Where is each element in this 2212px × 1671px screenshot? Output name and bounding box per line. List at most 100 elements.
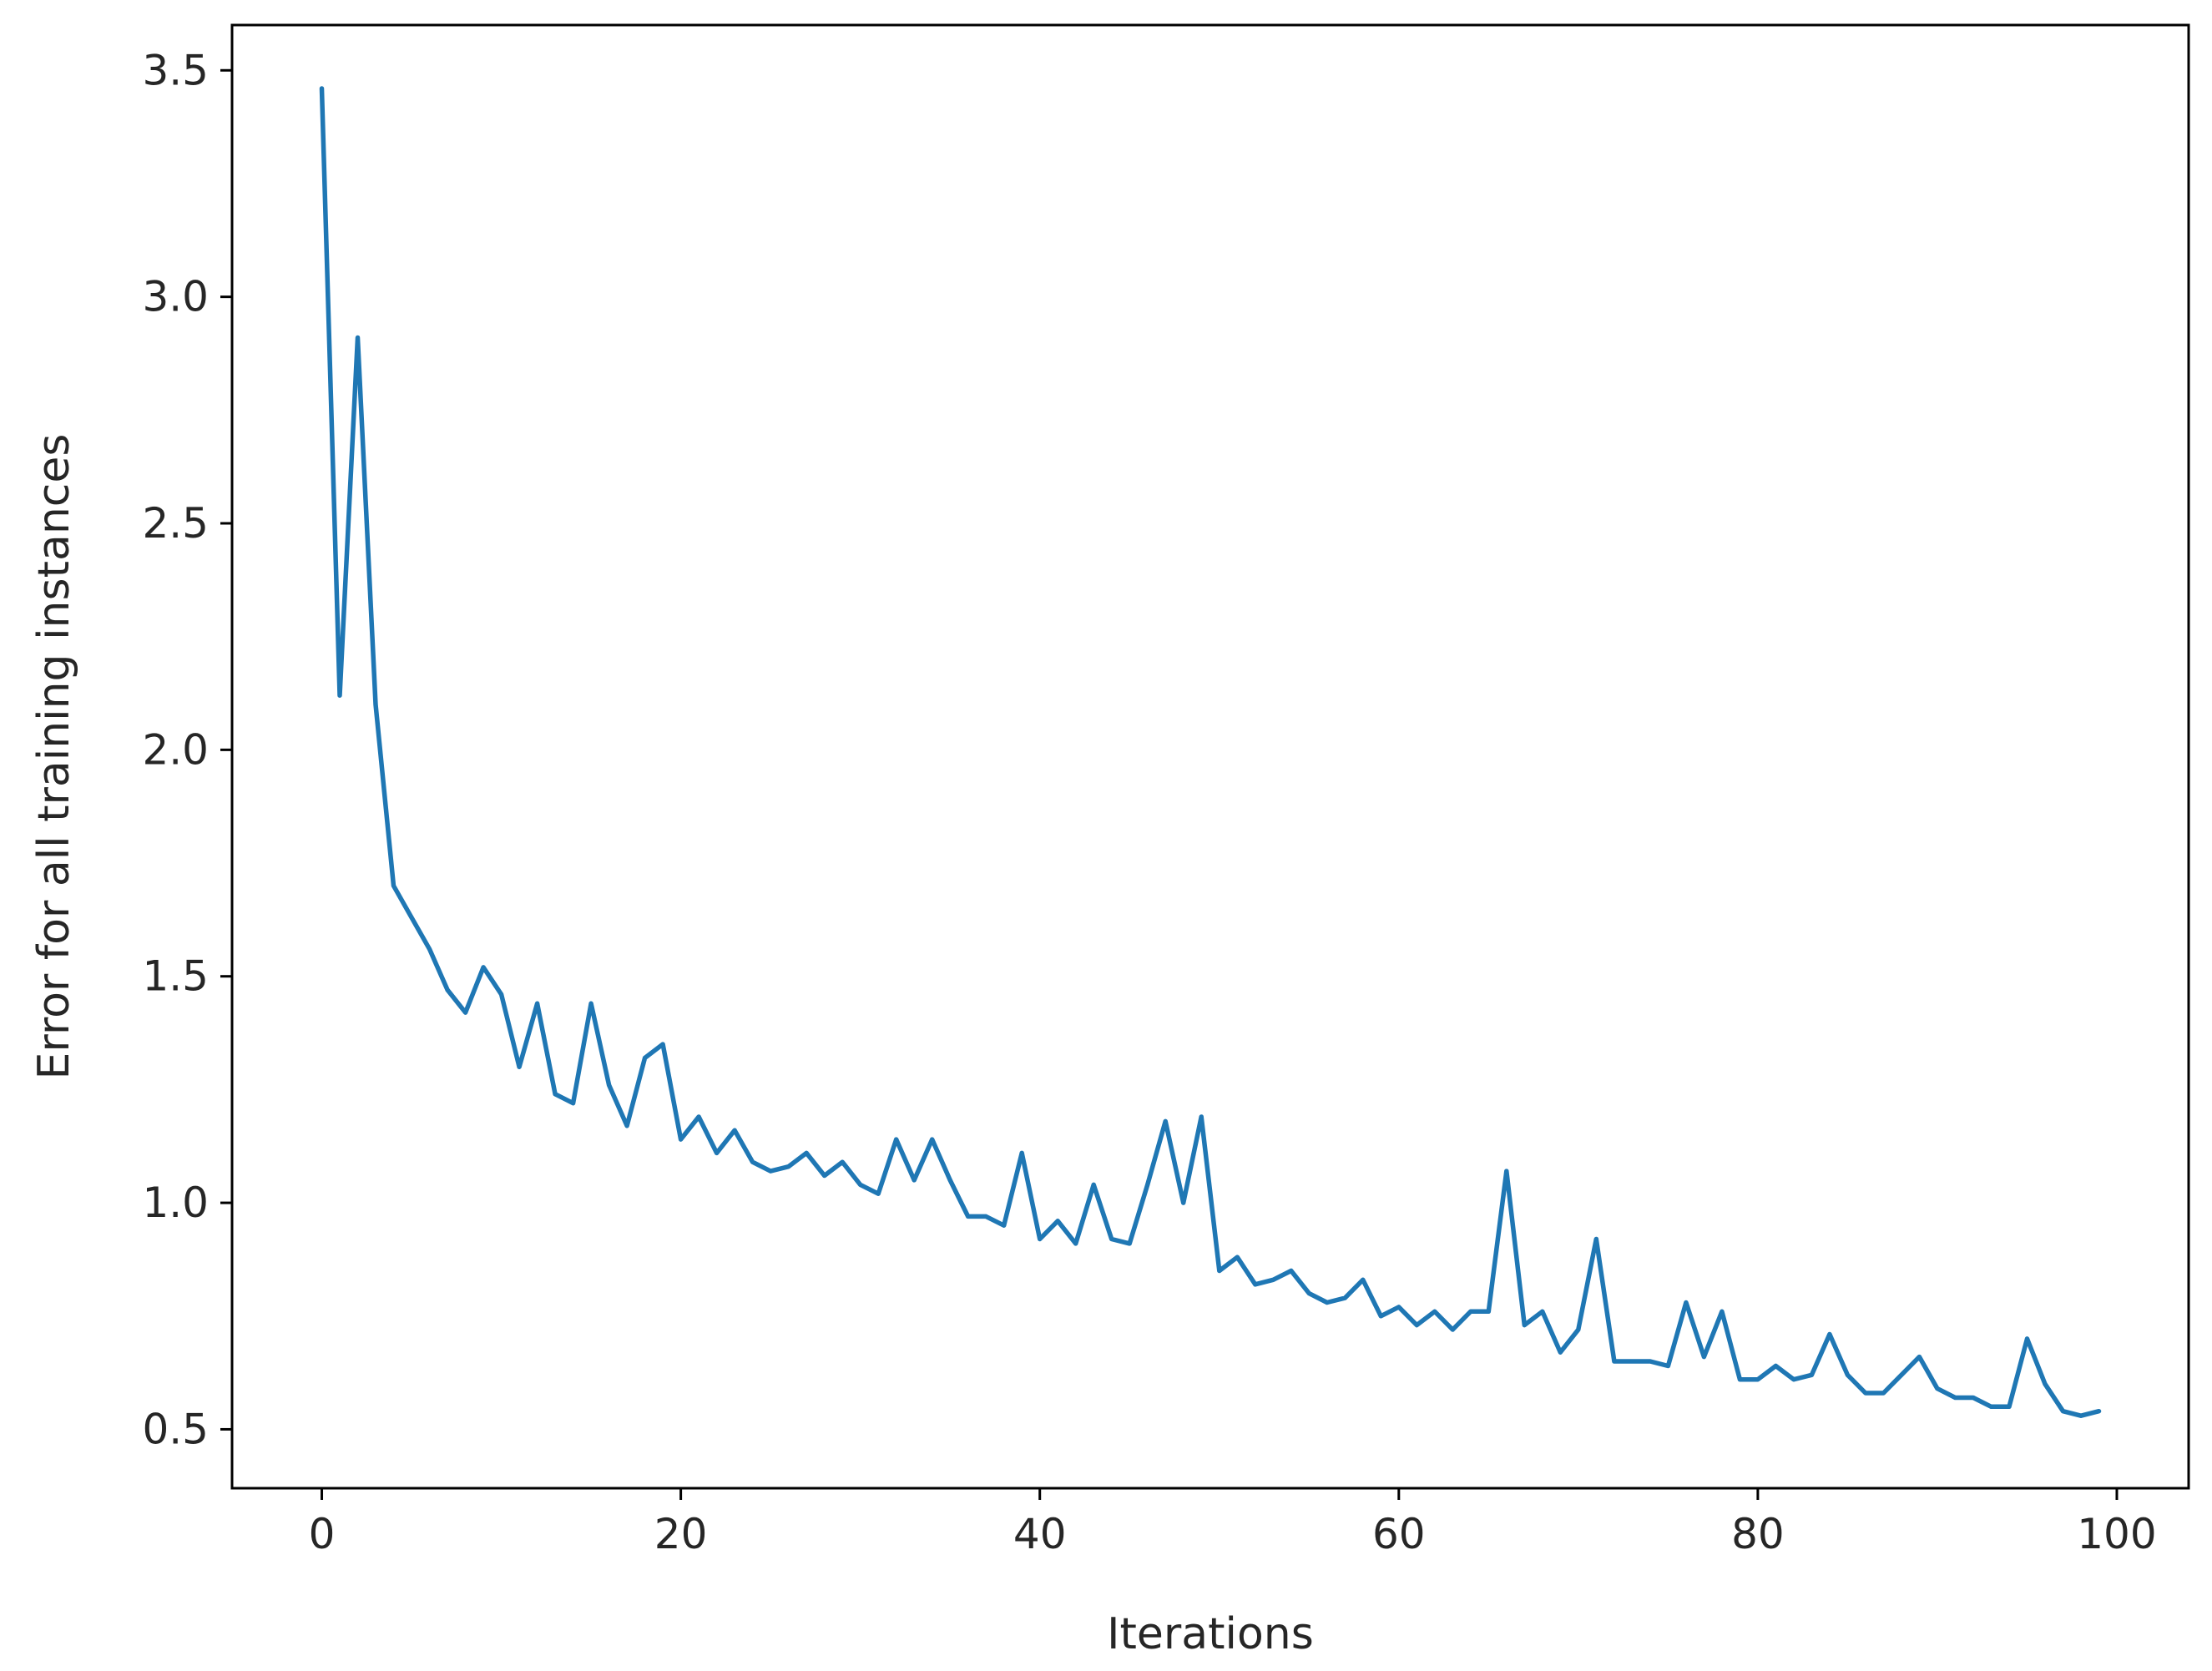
data-point bbox=[1432, 1309, 1437, 1314]
data-point bbox=[1109, 1237, 1114, 1242]
y-axis-ticks: 0.5 1.0 1.5 2.0 2.5 3.0 3.5 bbox=[142, 46, 232, 1453]
data-point bbox=[445, 987, 450, 992]
data-point bbox=[1002, 1223, 1007, 1228]
data-point bbox=[2096, 1409, 2101, 1414]
data-point bbox=[1791, 1377, 1796, 1382]
data-point bbox=[1073, 1241, 1078, 1246]
data-point bbox=[947, 1178, 952, 1183]
data-point bbox=[2024, 1336, 2029, 1341]
x-tick-label: 40 bbox=[1013, 1510, 1067, 1558]
data-point bbox=[373, 702, 378, 707]
y-tick-label: 2.0 bbox=[142, 725, 209, 774]
data-point bbox=[1486, 1309, 1491, 1314]
data-point bbox=[840, 1159, 845, 1164]
data-point bbox=[1899, 1372, 1904, 1377]
data-point bbox=[1881, 1391, 1886, 1396]
x-axis-ticks: 0 20 40 60 80 100 bbox=[309, 1488, 2157, 1558]
data-points bbox=[320, 86, 2101, 1418]
data-point bbox=[1935, 1386, 1940, 1391]
data-point bbox=[1019, 1150, 1024, 1155]
data-point bbox=[768, 1169, 773, 1174]
data-point bbox=[588, 1001, 593, 1006]
data-point bbox=[1270, 1277, 1275, 1282]
data-point bbox=[912, 1178, 917, 1183]
data-point bbox=[696, 1114, 701, 1119]
data-point bbox=[427, 947, 432, 952]
data-point bbox=[1504, 1169, 1509, 1174]
data-point bbox=[1701, 1355, 1706, 1360]
y-tick-label: 0.5 bbox=[142, 1405, 209, 1453]
data-point bbox=[643, 1055, 648, 1060]
x-tick-label: 0 bbox=[309, 1510, 336, 1558]
data-point bbox=[1145, 1182, 1150, 1187]
data-point bbox=[1863, 1391, 1868, 1396]
data-point bbox=[1558, 1350, 1563, 1355]
data-point bbox=[1720, 1309, 1725, 1314]
x-tick-label: 80 bbox=[1731, 1510, 1785, 1558]
data-point bbox=[679, 1137, 684, 1142]
data-point bbox=[517, 1064, 522, 1069]
data-point bbox=[2078, 1413, 2083, 1418]
data-point bbox=[804, 1150, 809, 1155]
data-point bbox=[1576, 1327, 1581, 1332]
y-tick-label: 3.5 bbox=[142, 46, 209, 94]
data-point bbox=[930, 1137, 935, 1142]
data-point bbox=[983, 1214, 988, 1219]
x-tick-label: 60 bbox=[1372, 1510, 1426, 1558]
data-point bbox=[1235, 1255, 1240, 1260]
x-tick-label: 100 bbox=[2077, 1510, 2156, 1558]
data-point bbox=[732, 1128, 737, 1133]
data-point bbox=[1540, 1309, 1545, 1314]
data-point bbox=[966, 1214, 971, 1219]
data-point bbox=[1612, 1359, 1617, 1364]
y-tick-label: 2.5 bbox=[142, 499, 209, 548]
plot-area-frame bbox=[230, 23, 2190, 1490]
y-axis-label: Error for all training instances bbox=[29, 434, 79, 1080]
data-point bbox=[1181, 1200, 1186, 1205]
series-line bbox=[319, 86, 2102, 1418]
data-point bbox=[1163, 1118, 1168, 1123]
data-point bbox=[1468, 1309, 1473, 1314]
data-point bbox=[1827, 1331, 1832, 1336]
y-tick-label: 1.5 bbox=[142, 952, 209, 1001]
data-point bbox=[1755, 1377, 1760, 1382]
y-tick-label: 1.0 bbox=[142, 1179, 209, 1227]
data-point bbox=[1971, 1395, 1976, 1400]
data-point bbox=[2007, 1404, 2012, 1409]
data-point bbox=[750, 1159, 755, 1164]
data-point bbox=[1414, 1323, 1419, 1328]
data-point bbox=[1952, 1395, 1957, 1400]
data-point bbox=[2060, 1409, 2065, 1414]
data-point bbox=[356, 335, 361, 340]
data-point bbox=[1917, 1355, 1922, 1360]
data-point bbox=[1648, 1359, 1653, 1364]
data-point bbox=[1450, 1327, 1455, 1332]
y-tick-label: 3.0 bbox=[142, 273, 209, 321]
data-point bbox=[1629, 1359, 1634, 1364]
data-point bbox=[1773, 1363, 1778, 1368]
data-point bbox=[1055, 1219, 1060, 1224]
data-point bbox=[1038, 1237, 1043, 1242]
data-point bbox=[786, 1164, 791, 1169]
data-point bbox=[1396, 1305, 1401, 1310]
x-axis-label: Iterations bbox=[1107, 1609, 1314, 1659]
data-point bbox=[1091, 1182, 1096, 1187]
data-point bbox=[1684, 1300, 1689, 1305]
data-point bbox=[660, 1042, 665, 1047]
data-point bbox=[715, 1150, 720, 1155]
data-point bbox=[553, 1092, 558, 1097]
data-point bbox=[391, 883, 396, 888]
data-point bbox=[1665, 1363, 1670, 1368]
data-point bbox=[535, 1001, 540, 1006]
data-point bbox=[2043, 1381, 2048, 1386]
data-point bbox=[858, 1182, 863, 1187]
data-point bbox=[607, 1083, 612, 1088]
data-point bbox=[1127, 1241, 1132, 1246]
data-point bbox=[894, 1137, 899, 1142]
data-point bbox=[1809, 1372, 1814, 1377]
data-point bbox=[1325, 1300, 1330, 1305]
data-point bbox=[1378, 1314, 1383, 1319]
data-point bbox=[337, 693, 342, 698]
